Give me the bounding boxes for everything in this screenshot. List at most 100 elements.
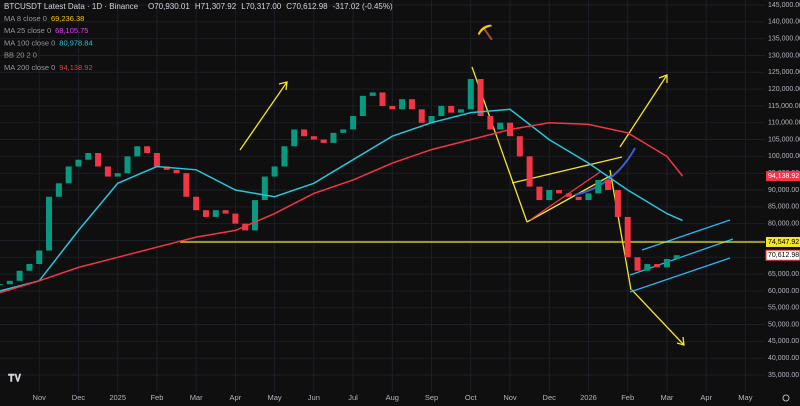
candle (389, 105, 396, 110)
y-tick-label: 85,000.00 (768, 204, 799, 211)
x-tick-label: 2026 (580, 393, 597, 402)
y-tick-label: 80,000.00 (768, 220, 799, 227)
candle (565, 193, 572, 197)
price-label-box (766, 236, 800, 247)
price-label: 70,612.98 (768, 252, 799, 259)
candle (261, 176, 268, 201)
price-label-box (765, 249, 800, 261)
candle (144, 146, 151, 154)
x-tick-label: Jun (308, 393, 320, 402)
x-tick-label: May (268, 393, 282, 402)
candle (163, 166, 170, 170)
candle (546, 190, 553, 201)
trend-line (529, 171, 601, 221)
trend-line (609, 169, 632, 291)
candle (202, 210, 209, 217)
grid (0, 0, 765, 392)
y-tick-label: 125,000.00 (768, 69, 800, 76)
y-tick-label: 105,000.00 (768, 136, 800, 143)
indicator-name: MA 8 close 0 (4, 14, 47, 23)
candle (457, 109, 464, 113)
x-tick-label: Apr (700, 393, 712, 402)
x-tick-label: Nov (33, 393, 47, 402)
logo: 𝐓𝐕 (8, 373, 21, 385)
y-tick-label: 40,000.00 (768, 355, 799, 362)
candle (124, 156, 131, 174)
candle (634, 257, 641, 271)
y-tick-label: 35,000.00 (768, 372, 799, 379)
candle (526, 156, 533, 187)
candle (438, 105, 445, 117)
y-tick-label: 65,000.00 (768, 271, 799, 278)
candle (536, 186, 543, 201)
x-tick-label: Apr (230, 393, 242, 402)
candle (55, 183, 62, 197)
y-tick-label: 60,000.00 (768, 288, 799, 295)
y-tick-label: 145,000.00 (768, 2, 800, 9)
candle (310, 136, 317, 140)
x-tick-label: Feb (150, 393, 163, 402)
y-tick-label: 130,000.00 (768, 52, 800, 59)
arrow-head (278, 81, 288, 91)
x-tick-label: Mar (660, 393, 673, 402)
indicator-name: MA 100 close 0 (4, 38, 55, 47)
price-label-box (766, 171, 800, 182)
candle (75, 159, 82, 167)
y-tick-label: 50,000.00 (768, 321, 799, 328)
candle (605, 179, 612, 191)
arrow-head (676, 336, 685, 346)
candle (281, 146, 288, 167)
candle (330, 132, 337, 143)
axes: 35,000.00 40,000.00 45,000.00 50,000.00 55,0… (33, 2, 800, 402)
candle (95, 153, 102, 167)
candle (644, 264, 651, 271)
candle (448, 105, 455, 113)
ohlc-value: L70,317.00 (241, 2, 282, 11)
candle (212, 210, 219, 217)
x-tick-label: Dec (72, 393, 86, 402)
candle (614, 190, 621, 217)
candle (477, 79, 484, 117)
y-tick-label: 55,000.00 (768, 305, 799, 312)
x-tick-label: Oct (465, 393, 478, 402)
x-tick-label: Feb (621, 393, 634, 402)
candle (134, 146, 141, 157)
candle (0, 284, 3, 286)
x-tick-label: Aug (386, 393, 399, 402)
candle (556, 190, 563, 194)
candle (320, 139, 327, 143)
candle (26, 264, 33, 271)
x-tick-label: Sep (425, 393, 438, 402)
candle (291, 129, 298, 147)
candle (673, 255, 680, 259)
candle (663, 258, 670, 268)
channel-line (641, 219, 731, 251)
candle (497, 122, 504, 130)
candle (624, 216, 631, 258)
pickaxe-icon (477, 24, 493, 41)
price-axis (765, 0, 800, 392)
indicator-value: 80,978.84 (59, 38, 92, 47)
candle (85, 153, 92, 160)
ma-line (0, 108, 683, 292)
arrow-line (619, 74, 668, 148)
x-tick-label: 2025 (109, 393, 126, 402)
candle (350, 116, 357, 130)
ohlc-value: -317.02 (-0.45%) (333, 2, 393, 11)
y-tick-label: 115,000.00 (768, 103, 800, 110)
candle (428, 116, 435, 123)
candle (359, 95, 366, 117)
x-tick-label: May (738, 393, 752, 402)
candle (114, 173, 121, 177)
settings-button[interactable] (782, 394, 790, 402)
candle (585, 193, 592, 201)
ohlc: O70,930.01 H71,307.92 L70,317.00 C70,612.98… (148, 2, 393, 11)
ohlc-value: C70,612.98 (286, 2, 328, 11)
candle (516, 136, 523, 157)
x-tick-label: Nov (503, 393, 517, 402)
candle (418, 109, 425, 123)
candle (575, 196, 582, 201)
candle (379, 92, 386, 106)
